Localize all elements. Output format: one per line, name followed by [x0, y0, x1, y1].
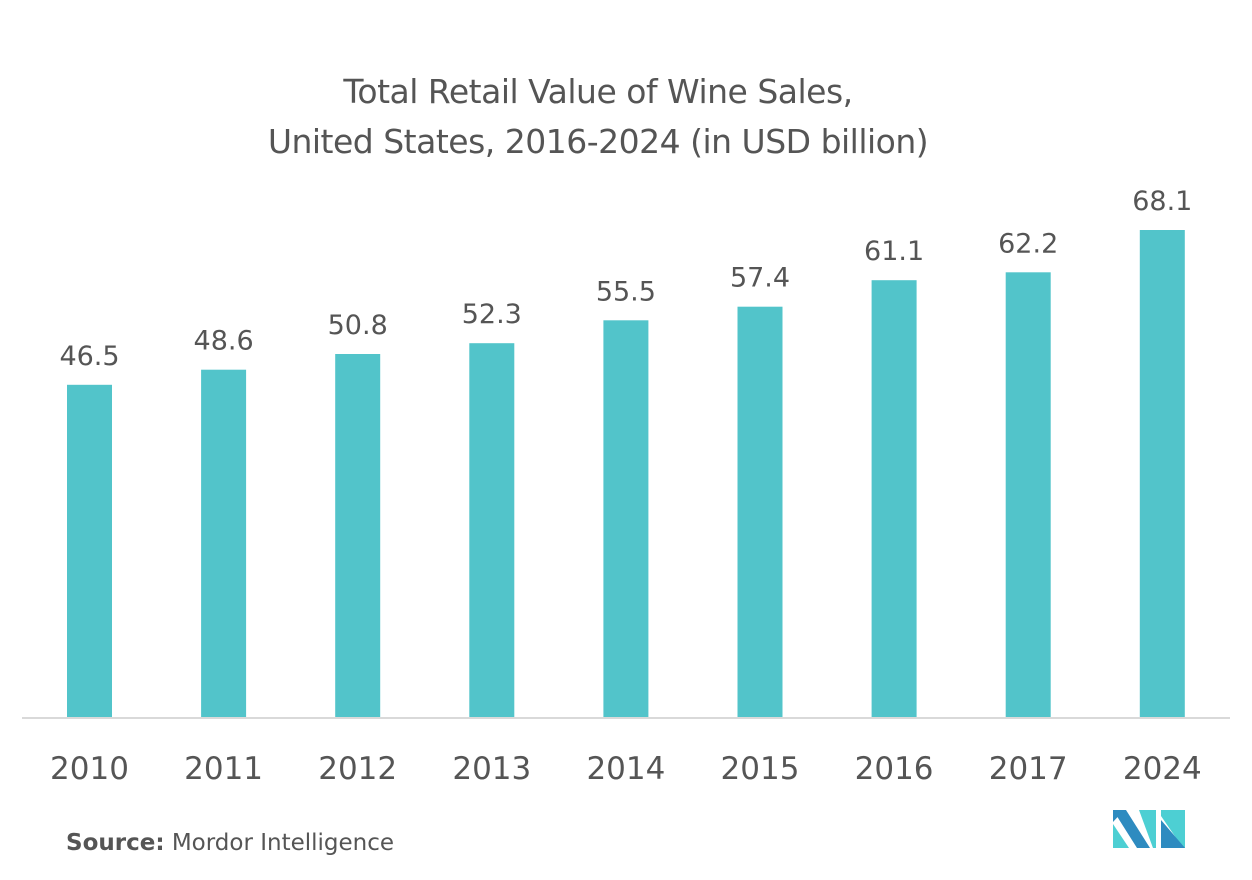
bar-2017 [1005, 272, 1051, 718]
bar-2012 [335, 354, 381, 718]
data-label-2017: 62.2 [998, 228, 1058, 259]
bar-2011 [201, 369, 247, 718]
bar-2024 [1139, 230, 1185, 718]
data-label-2013: 52.3 [462, 299, 522, 330]
data-label-2012: 50.8 [328, 310, 388, 341]
data-label-2011: 48.6 [194, 326, 254, 357]
bar-2016 [871, 280, 917, 718]
data-label-2014: 55.5 [596, 276, 656, 307]
source-note: Source: Mordor Intelligence [66, 830, 394, 856]
x-tick-label-2010: 2010 [50, 751, 129, 787]
chart-title-line-1: Total Retail Value of Wine Sales, [343, 72, 853, 111]
x-tick-label-2024: 2024 [1123, 751, 1202, 787]
x-tick-label-2011: 2011 [184, 751, 263, 787]
data-label-2010: 46.5 [59, 341, 119, 372]
source-text: Mordor Intelligence [171, 830, 395, 856]
bar-2013 [469, 343, 515, 718]
mordor-intelligence-logo [1113, 810, 1185, 848]
data-label-2016: 61.1 [864, 236, 924, 267]
source-label: Source: [66, 830, 165, 856]
x-tick-label-2015: 2015 [721, 751, 800, 787]
data-label-2015: 57.4 [730, 263, 790, 294]
data-label-2024: 68.1 [1132, 186, 1192, 217]
bar-2015 [737, 306, 783, 718]
bar-2010 [67, 384, 112, 718]
x-tick-label-2017: 2017 [989, 751, 1068, 787]
x-tick-label-2013: 2013 [452, 751, 531, 787]
chart-title-line-2: United States, 2016-2024 (in USD billion… [267, 122, 929, 161]
x-tick-label-2016: 2016 [855, 751, 934, 787]
x-tick-label-2012: 2012 [318, 751, 397, 787]
x-tick-label-2014: 2014 [586, 751, 665, 787]
bar-2014 [603, 320, 649, 718]
